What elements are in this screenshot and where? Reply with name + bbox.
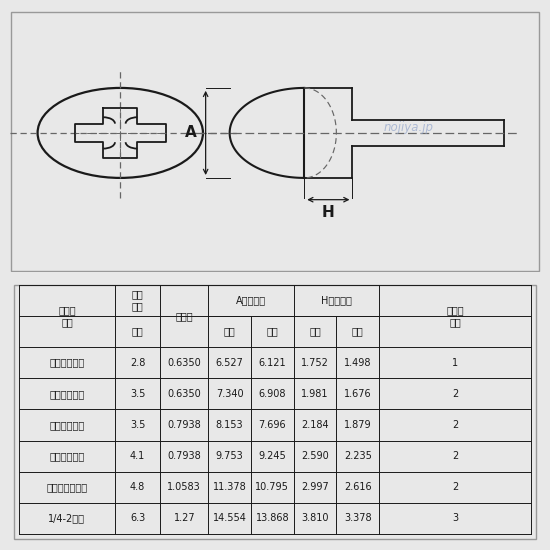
Text: 6.527: 6.527: [216, 358, 244, 367]
Text: 2.8: 2.8: [130, 358, 145, 367]
Text: 14.554: 14.554: [213, 513, 246, 524]
Text: ＃８－３２山: ＃８－３２山: [50, 451, 85, 461]
Text: 7.340: 7.340: [216, 389, 244, 399]
Text: 2: 2: [452, 420, 458, 430]
Text: 2.997: 2.997: [301, 482, 329, 492]
Text: 2.235: 2.235: [344, 451, 372, 461]
Text: 参考: 参考: [132, 327, 144, 337]
Text: ねじの
呼び: ねじの 呼び: [58, 305, 76, 327]
Text: 9.753: 9.753: [216, 451, 244, 461]
Text: 6.908: 6.908: [258, 389, 286, 399]
Text: 1.879: 1.879: [344, 420, 371, 430]
Text: 1.981: 1.981: [301, 389, 329, 399]
Text: nojiya.jp: nojiya.jp: [383, 120, 433, 134]
Text: ＃６－３２山: ＃６－３２山: [50, 420, 85, 430]
Text: 3.5: 3.5: [130, 389, 145, 399]
Text: ＃５－４０山: ＃５－４０山: [50, 389, 85, 399]
Text: 3.810: 3.810: [301, 513, 329, 524]
Text: 8.153: 8.153: [216, 420, 244, 430]
Text: 11.378: 11.378: [213, 482, 246, 492]
Text: 最小: 最小: [266, 327, 278, 337]
Text: 2: 2: [452, 389, 458, 399]
Text: 6.3: 6.3: [130, 513, 145, 524]
Text: 1.27: 1.27: [173, 513, 195, 524]
Text: 4.8: 4.8: [130, 482, 145, 492]
Text: 0.7938: 0.7938: [167, 451, 201, 461]
Text: 十字穴
番号: 十字穴 番号: [446, 305, 464, 327]
Text: 0.6350: 0.6350: [167, 358, 201, 367]
Text: 2: 2: [452, 451, 458, 461]
Text: 3.378: 3.378: [344, 513, 371, 524]
Text: ＃４－４０山: ＃４－４０山: [50, 358, 85, 367]
Text: 1/4-2０山: 1/4-2０山: [48, 513, 85, 524]
Text: 1.676: 1.676: [344, 389, 371, 399]
Text: 6.121: 6.121: [258, 358, 286, 367]
Text: 7.696: 7.696: [258, 420, 286, 430]
Text: 0.7938: 0.7938: [167, 420, 201, 430]
Text: 最大: 最大: [224, 327, 235, 337]
Text: 1.752: 1.752: [301, 358, 329, 367]
Text: 最大: 最大: [309, 327, 321, 337]
Text: ＃１０－２４山: ＃１０－２４山: [46, 482, 87, 492]
Text: 4.1: 4.1: [130, 451, 145, 461]
Text: 1: 1: [452, 358, 458, 367]
Text: A（頭径）: A（頭径）: [236, 295, 266, 305]
Text: 0.6350: 0.6350: [167, 389, 201, 399]
Text: H: H: [322, 205, 335, 220]
Text: H（頭径）: H（頭径）: [321, 295, 352, 305]
Text: 2: 2: [452, 482, 458, 492]
Text: 3: 3: [452, 513, 458, 524]
Text: 1.498: 1.498: [344, 358, 371, 367]
Text: 9.245: 9.245: [258, 451, 286, 461]
Text: 10.795: 10.795: [255, 482, 289, 492]
Text: 2.184: 2.184: [301, 420, 329, 430]
Text: 最小: 最小: [352, 327, 364, 337]
Text: A: A: [185, 125, 196, 140]
Text: ねじ
外径: ねじ 外径: [132, 289, 144, 311]
Text: 13.868: 13.868: [256, 513, 289, 524]
Text: 3.5: 3.5: [130, 420, 145, 430]
Text: 2.590: 2.590: [301, 451, 329, 461]
Text: 2.616: 2.616: [344, 482, 371, 492]
Text: ピッチ: ピッチ: [175, 311, 193, 321]
Text: 1.0583: 1.0583: [167, 482, 201, 492]
